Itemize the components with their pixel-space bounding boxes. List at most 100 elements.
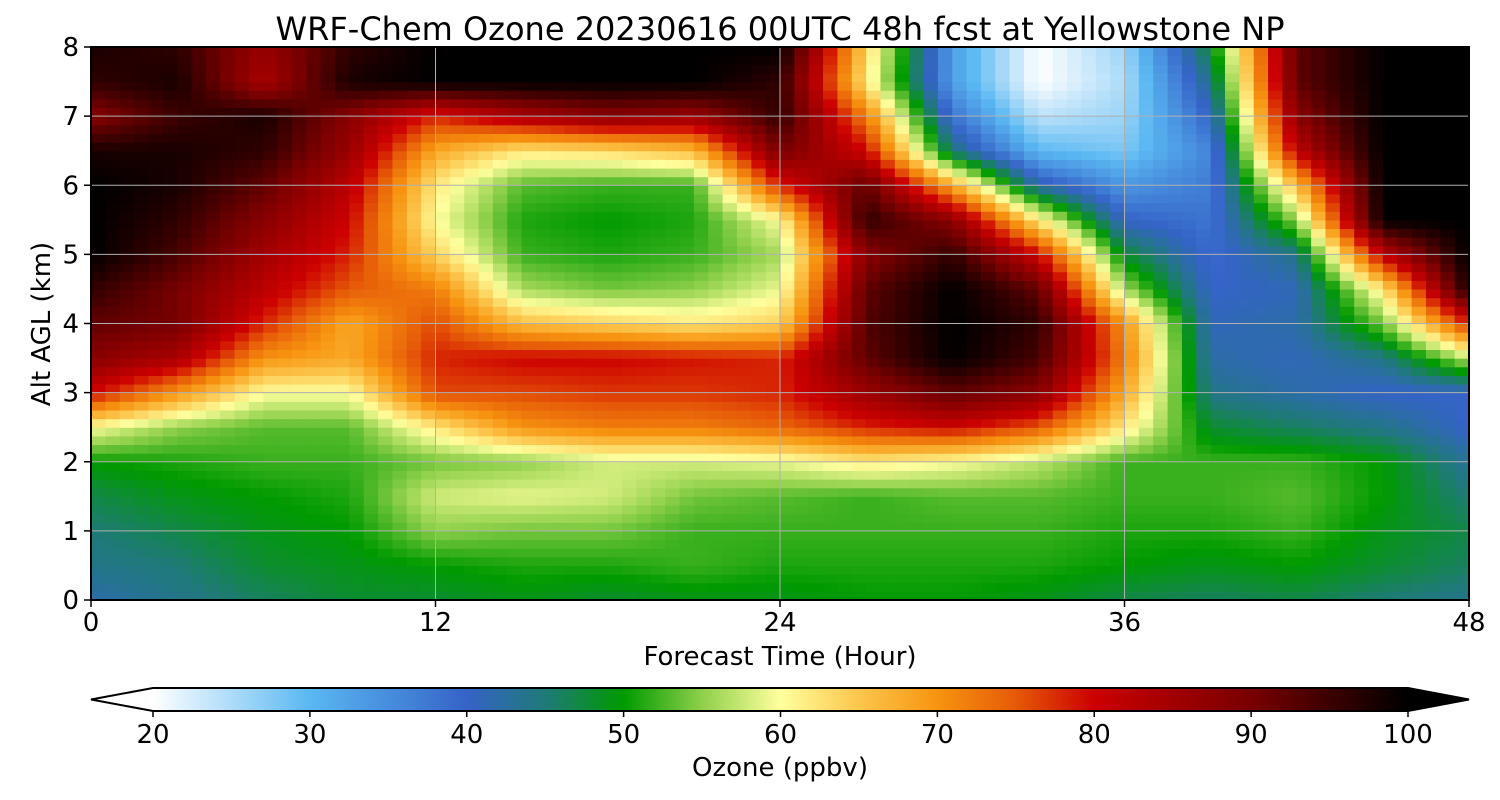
heatmap-cell [220, 522, 236, 532]
heatmap-cell [1425, 530, 1441, 541]
heatmap-cell [693, 513, 709, 523]
heatmap-cell [1411, 565, 1427, 575]
heatmap-cell [593, 435, 609, 446]
heatmap-cell [1110, 314, 1126, 325]
heatmap-cell [1167, 254, 1183, 264]
heatmap-cell [952, 444, 968, 454]
heatmap-cell [923, 487, 939, 497]
heatmap-cell [693, 530, 709, 541]
heatmap-cell [765, 470, 781, 480]
heatmap-cell [1268, 375, 1283, 385]
heatmap-cell [1138, 392, 1154, 402]
heatmap-cell [220, 504, 236, 515]
heatmap-cell [1224, 375, 1240, 385]
heatmap-cell [177, 504, 193, 515]
heatmap-cell [162, 409, 178, 420]
heatmap-cell [1210, 582, 1226, 592]
heatmap-cell [622, 245, 638, 255]
heatmap-cell [1382, 470, 1398, 480]
heatmap-cell [535, 530, 551, 541]
heatmap-cell [363, 271, 379, 281]
heatmap-cell [736, 487, 752, 497]
heatmap-cell [1382, 487, 1398, 497]
heatmap-cell [478, 565, 494, 575]
heatmap-cell [449, 202, 465, 212]
heatmap-cell [162, 219, 178, 230]
heatmap-cell [1325, 219, 1341, 230]
heatmap-cell [1224, 487, 1240, 497]
heatmap-cell [1325, 185, 1341, 195]
heatmap-cell [751, 461, 767, 471]
heatmap-cell [1454, 522, 1470, 532]
heatmap-cell [1038, 401, 1054, 411]
heatmap-cell [607, 496, 623, 506]
heatmap-cell [636, 254, 652, 264]
heatmap-cell [952, 409, 968, 420]
heatmap-cell [320, 176, 336, 186]
heatmap-cell [636, 271, 652, 281]
heatmap-cell [1095, 366, 1111, 376]
heatmap-cell [1138, 159, 1154, 169]
heatmap-cell [851, 254, 867, 264]
heatmap-cell [291, 591, 307, 601]
heatmap-cell [736, 444, 752, 454]
heatmap-cell [1038, 358, 1054, 368]
heatmap-cell [1138, 193, 1154, 204]
heatmap-cell [363, 479, 379, 489]
heatmap-cell [607, 444, 623, 454]
heatmap-cell [1167, 487, 1183, 497]
heatmap-cell [248, 392, 264, 402]
heatmap-cell [263, 383, 279, 394]
heatmap-cell [622, 487, 638, 497]
heatmap-cell [406, 263, 422, 273]
heatmap-cell [765, 340, 781, 351]
heatmap-cell [1052, 435, 1068, 446]
heatmap-cell [392, 202, 408, 212]
heatmap-cell [952, 530, 968, 541]
heatmap-cell [894, 219, 910, 230]
heatmap-cell [866, 219, 882, 230]
heatmap-cell [1167, 366, 1183, 376]
heatmap-cell [593, 167, 609, 178]
heatmap-cell [492, 409, 508, 420]
heatmap-cell [421, 401, 437, 411]
heatmap-cell [105, 504, 121, 515]
heatmap-cell [248, 263, 264, 273]
heatmap-cell [320, 504, 336, 515]
heatmap-cell [823, 159, 839, 169]
heatmap-cell [1038, 479, 1054, 489]
heatmap-cell [622, 193, 638, 204]
heatmap-cell [248, 280, 264, 290]
heatmap-cell [837, 522, 853, 532]
heatmap-cell [119, 280, 135, 290]
heatmap-cell [421, 504, 437, 515]
heatmap-cell [263, 401, 279, 411]
heatmap-cell [736, 574, 752, 584]
heatmap-cell [291, 427, 307, 437]
heatmap-cell [1268, 280, 1283, 290]
heatmap-cell [1095, 427, 1111, 437]
heatmap-cell [406, 280, 422, 290]
heatmap-cell [1425, 237, 1441, 247]
heatmap-cell [808, 159, 824, 169]
heatmap-cell [162, 591, 178, 601]
heatmap-cell [205, 530, 221, 541]
heatmap-cell [535, 435, 551, 446]
heatmap-cell [722, 150, 738, 160]
heatmap-cell [1024, 349, 1039, 359]
heatmap-cell [894, 392, 910, 402]
heatmap-cell [894, 306, 910, 316]
heatmap-cell [708, 401, 724, 411]
heatmap-cell [119, 159, 135, 169]
heatmap-cell [679, 159, 695, 169]
heatmap-cell [191, 193, 207, 204]
heatmap-cell [650, 314, 666, 325]
heatmap-cell [1339, 237, 1355, 247]
heatmap-cell [1153, 479, 1169, 489]
heatmap-cell [119, 142, 135, 152]
heatmap-cell [1411, 444, 1427, 454]
heatmap-cell [162, 548, 178, 558]
heatmap-cell [162, 185, 178, 195]
heatmap-cell [693, 306, 709, 316]
heatmap-cell [1411, 340, 1427, 351]
